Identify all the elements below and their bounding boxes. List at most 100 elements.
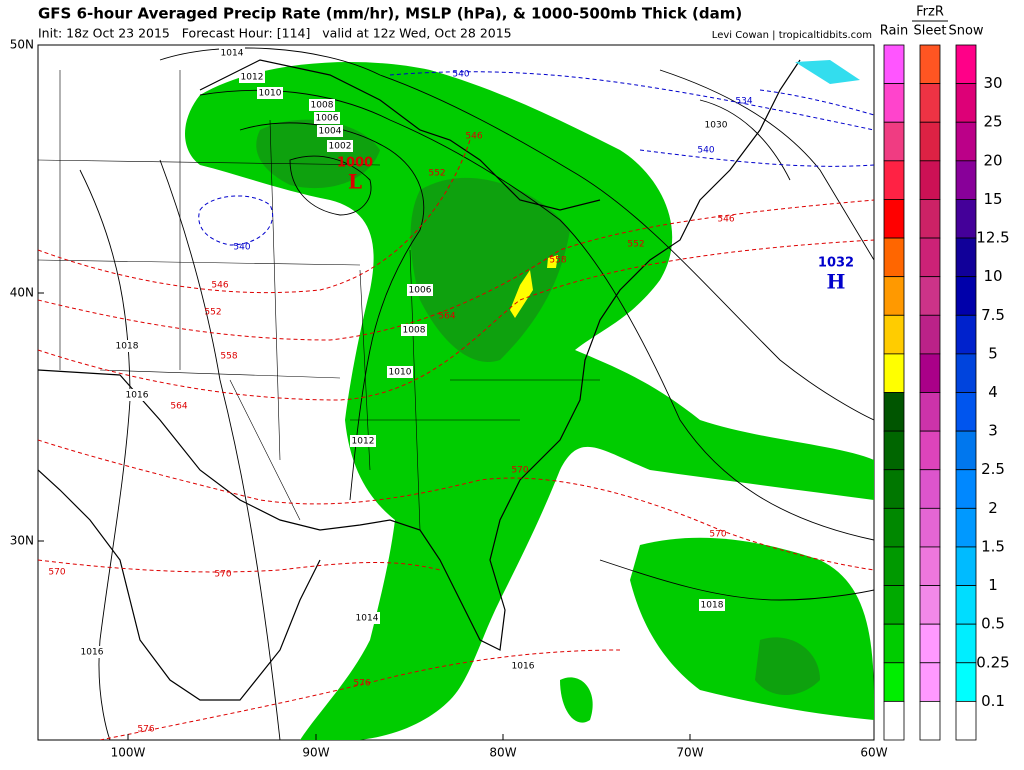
lat-label: 50N <box>10 38 34 52</box>
legend-swatch <box>919 507 941 548</box>
isobar-label: 1014 <box>356 614 379 624</box>
legend-swatch <box>883 430 905 471</box>
legend-swatch <box>883 237 905 278</box>
legend-swatch <box>883 469 905 509</box>
isobar-label-bg <box>401 324 427 336</box>
precip-area <box>755 637 820 695</box>
legend-swatch <box>955 507 977 548</box>
legend-swatch <box>955 237 977 278</box>
thickness-label: 570 <box>214 570 231 580</box>
legend-label: 0.5 <box>981 615 1005 633</box>
legend-swatch <box>883 314 905 355</box>
legend-label: 7.5 <box>981 306 1005 324</box>
precip-heavy <box>256 119 820 695</box>
subtitle: Init: 18z Oct 23 2015 Forecast Hour: [11… <box>38 26 512 41</box>
legend-label: 4 <box>988 383 998 401</box>
legend-label: 12.5 <box>976 229 1009 247</box>
legend-swatch <box>955 83 977 123</box>
thickness-label: 558 <box>220 352 237 362</box>
isobar-label-bg <box>314 112 340 124</box>
thickness-label: 570 <box>48 568 65 578</box>
lon-label: 100W <box>111 746 146 760</box>
legend-label: 0.1 <box>981 692 1005 710</box>
legend-swatch <box>955 623 977 664</box>
lon-label: 90W <box>302 746 329 760</box>
legend-swatch <box>919 430 941 471</box>
thickness-label: 546 <box>465 132 482 142</box>
legend-swatch <box>955 662 977 702</box>
isobar-label-bg <box>703 119 729 131</box>
high-pressure: 1032 <box>818 256 854 271</box>
isobar-label: 1006 <box>316 114 339 124</box>
legend-label: 30 <box>983 74 1002 92</box>
legend-swatch <box>955 314 977 355</box>
legend-swatch <box>955 160 977 200</box>
legend-swatch <box>955 199 977 239</box>
contour-labels: 1014 1012 1010 1008 1006 1004 1002 1030 1006 1008… <box>48 47 753 735</box>
isobar-label-bg <box>114 340 140 352</box>
isobar-label-bg <box>699 599 725 611</box>
low-pressure: 1000 <box>337 156 373 171</box>
legend-swatch <box>919 83 941 123</box>
legend-swatch <box>883 392 905 432</box>
legend-swatch <box>883 160 905 200</box>
lat-label: 40N <box>10 286 34 300</box>
legend-swatch <box>883 44 905 85</box>
isobar-label: 1002 <box>329 142 352 152</box>
thickness-blue <box>198 71 874 246</box>
legend-label: 2.5 <box>981 460 1005 478</box>
legend-swatch <box>883 83 905 123</box>
legend-label: 1 <box>988 576 998 594</box>
high-symbol: H <box>827 270 846 294</box>
isobar-label-bg <box>317 125 343 137</box>
legend-swatch <box>883 353 905 393</box>
isobar-label-bg <box>124 389 150 401</box>
thickness-label: 558 <box>549 256 566 266</box>
legend-swatch <box>919 585 941 625</box>
isobar-label-bg <box>257 87 283 99</box>
thickness-label: 576 <box>137 725 154 735</box>
legend-group-label: FrzR <box>916 5 944 20</box>
legend-swatch <box>883 199 905 239</box>
lon-label: 80W <box>489 746 516 760</box>
legend-swatch <box>883 700 905 741</box>
credit: Levi Cowan | tropicaltidbits.com <box>712 30 872 41</box>
thickness-red <box>38 139 874 740</box>
isobar-label-bg <box>350 435 376 447</box>
isobar-label-bg <box>79 646 105 658</box>
isobar-label: 1006 <box>409 286 432 296</box>
legend-swatch <box>883 585 905 625</box>
thickness-label: 552 <box>428 169 445 179</box>
legend-swatch <box>919 623 941 664</box>
isobar-label: 1010 <box>259 89 282 99</box>
legend-swatch <box>919 121 941 162</box>
precip-yellow <box>510 270 533 318</box>
legend-swatch <box>919 353 941 393</box>
lon-label: 70W <box>676 746 703 760</box>
legend-swatch <box>955 585 977 625</box>
isobar-label-bg <box>407 284 433 296</box>
map-layers <box>38 47 874 740</box>
legend-label: 2 <box>988 499 998 517</box>
isobar-label: 1012 <box>352 437 375 447</box>
legend-swatch <box>883 662 905 702</box>
legend-swatch <box>919 314 941 355</box>
isobar-label: 1014 <box>221 49 244 59</box>
legend-swatch <box>883 276 905 316</box>
legend-swatch <box>955 469 977 509</box>
legend-swatch <box>919 546 941 586</box>
legend-label: 10 <box>983 267 1002 285</box>
isobar-label: 1012 <box>241 73 264 83</box>
legend-swatch <box>919 662 941 702</box>
legend-label: 0.25 <box>976 653 1009 671</box>
legend-swatch <box>919 276 941 316</box>
legend-swatch <box>955 392 977 432</box>
thickness-label: 570 <box>511 466 528 476</box>
isobar-label: 1018 <box>116 342 139 352</box>
legend-swatch <box>955 44 977 85</box>
legend-swatch <box>883 121 905 162</box>
thickness-label: 564 <box>170 402 187 412</box>
legend-swatch <box>955 700 977 741</box>
legend-label: 1.5 <box>981 537 1005 555</box>
